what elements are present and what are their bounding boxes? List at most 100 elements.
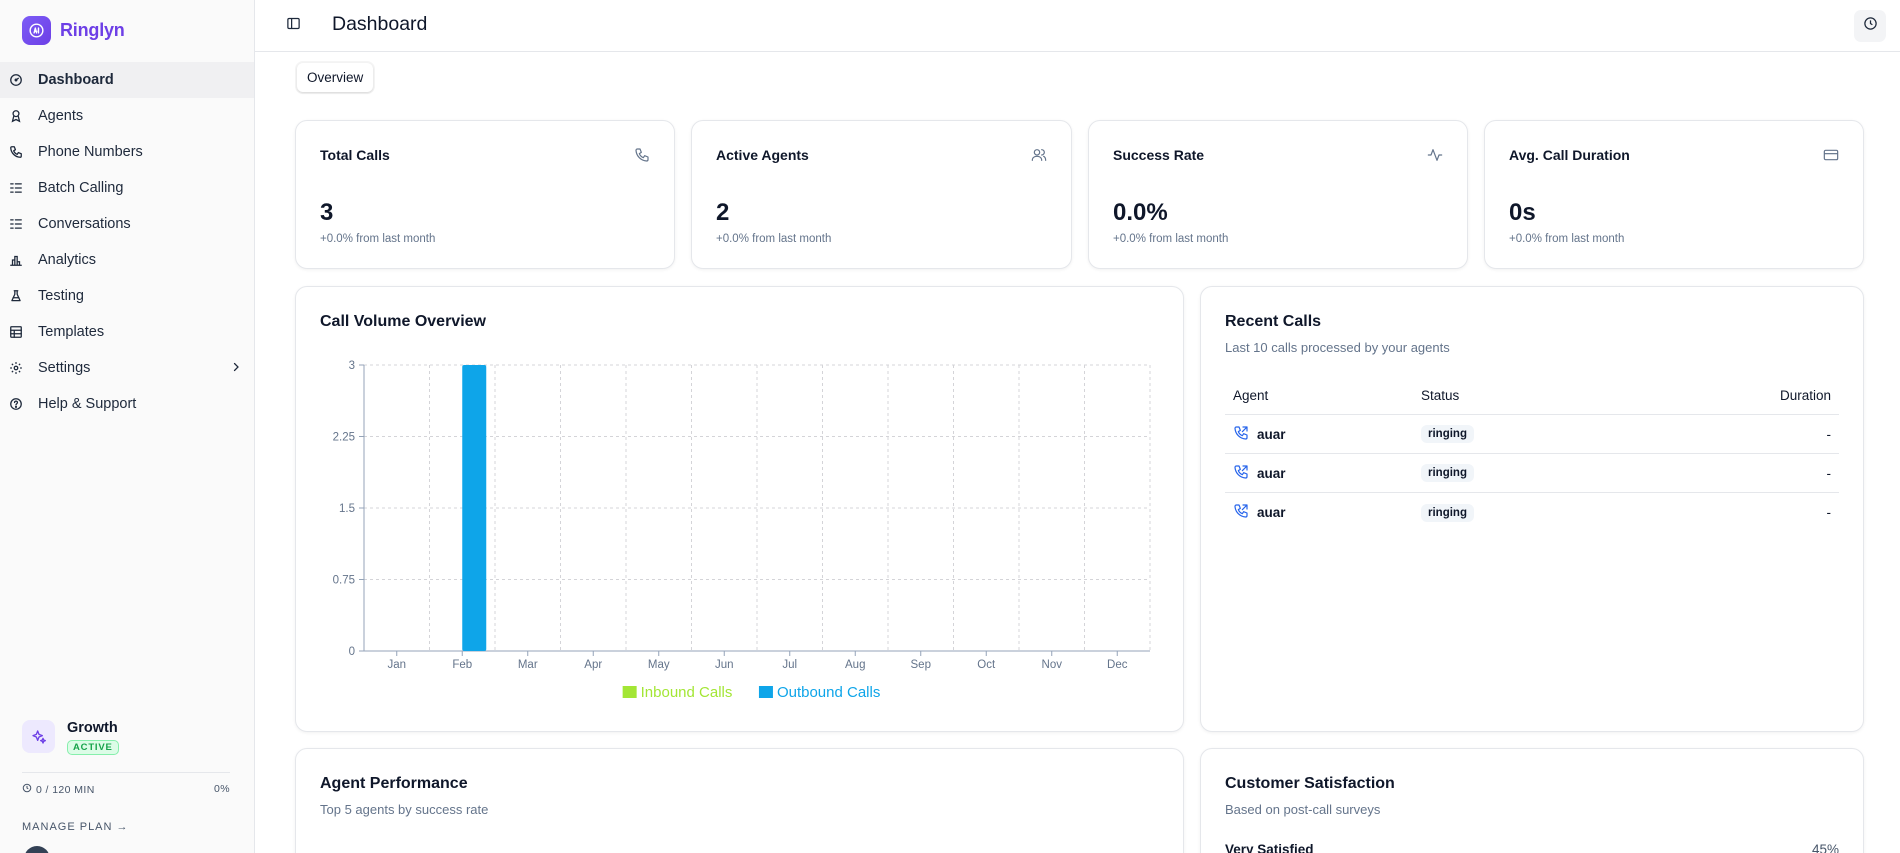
- sidebar-item-label: Testing: [38, 288, 84, 304]
- sidebar-item-conversations[interactable]: Conversations: [0, 206, 254, 242]
- call-duration: -: [1826, 426, 1832, 442]
- plan-name: Growth: [67, 720, 118, 736]
- list-icon: [8, 216, 24, 232]
- satisfaction-row: Very Satisfied 45%: [1225, 842, 1839, 853]
- sidebar: Ringlyn Dashboard Agents Phone Numbers B…: [0, 0, 255, 853]
- divider: [22, 772, 230, 773]
- agent-icon: [8, 108, 24, 124]
- legend-label: Inbound Calls: [641, 684, 733, 701]
- y-tick-label: 3: [349, 360, 355, 372]
- x-tick-label: Nov: [1042, 659, 1063, 671]
- clock-icon: [1863, 16, 1878, 36]
- call-volume-card: Call Volume Overview 0 0.75 1.5 2.25 3 Jan Feb…: [295, 286, 1184, 732]
- sidebar-item-label: Phone Numbers: [38, 144, 143, 160]
- sidebar-item-label: Batch Calling: [38, 180, 124, 196]
- x-tick-label: Dec: [1107, 659, 1128, 671]
- flask-icon: [8, 288, 24, 304]
- satisfaction-value: 45%: [1811, 842, 1839, 853]
- sidebar-item-label: Conversations: [38, 216, 131, 232]
- sidebar-item-label: Dashboard: [38, 72, 114, 88]
- stat-change: +0.0% from last month: [716, 233, 832, 245]
- usage-meter: 0 / 120 MIN 0%: [22, 783, 230, 796]
- x-tick-label: Aug: [845, 659, 865, 671]
- sidebar-item-batch-calling[interactable]: Batch Calling: [0, 170, 254, 206]
- phone-outgoing-icon: [1233, 464, 1249, 483]
- card-title: Agent Performance: [320, 775, 468, 792]
- sidebar-item-agents[interactable]: Agents: [0, 98, 254, 134]
- bar-chart-icon: [8, 252, 24, 268]
- x-tick-label: Jul: [782, 659, 797, 671]
- sidebar-toggle-button[interactable]: [283, 16, 303, 36]
- activity-icon: [1427, 147, 1443, 163]
- card-subtitle: Last 10 calls processed by your agents: [1225, 340, 1450, 355]
- tab-list: Overview: [295, 61, 376, 94]
- y-tick-label: 1.5: [339, 503, 355, 515]
- history-button[interactable]: [1854, 10, 1886, 42]
- sidebar-item-help-support[interactable]: Help & Support: [0, 386, 254, 422]
- stat-change: +0.0% from last month: [320, 233, 436, 245]
- recent-calls-card: Recent Calls Last 10 calls processed by …: [1200, 286, 1864, 732]
- clock-icon: [22, 783, 32, 796]
- stat-card-success-rate: Success Rate 0.0% +0.0% from last month: [1088, 120, 1468, 269]
- list-icon: [8, 180, 24, 196]
- sidebar-item-templates[interactable]: Templates: [0, 314, 254, 350]
- brand[interactable]: Ringlyn: [22, 16, 125, 45]
- sidebar-item-label: Agents: [38, 108, 84, 124]
- avatar[interactable]: [24, 846, 50, 853]
- sidebar-item-phone-numbers[interactable]: Phone Numbers: [0, 134, 254, 170]
- status-badge: ringing: [1421, 425, 1474, 443]
- stat-change: +0.0% from last month: [1113, 233, 1229, 245]
- top-bar: Dashboard: [255, 0, 1900, 52]
- sidebar-item-label: Help & Support: [38, 396, 137, 412]
- x-tick-label: Apr: [584, 659, 602, 671]
- credit-card-icon: [1823, 147, 1839, 163]
- stat-card-total-calls: Total Calls 3 +0.0% from last month: [295, 120, 675, 269]
- stat-card-active-agents: Active Agents 2 +0.0% from last month: [691, 120, 1072, 269]
- legend-label: Outbound Calls: [777, 684, 880, 701]
- sidebar-item-analytics[interactable]: Analytics: [0, 242, 254, 278]
- x-tick-label: May: [648, 659, 670, 671]
- sidebar-item-label: Templates: [38, 324, 105, 340]
- card-title: Customer Satisfaction: [1225, 775, 1395, 792]
- x-tick-label: Sep: [911, 659, 931, 671]
- sidebar-item-settings[interactable]: Settings: [0, 350, 254, 386]
- sparkles-icon: [22, 720, 55, 753]
- table-row[interactable]: auar ringing -: [1225, 415, 1839, 454]
- tab-overview[interactable]: Overview: [297, 63, 374, 92]
- column-header-status: Status: [1421, 388, 1460, 403]
- legend-swatch: [622, 686, 637, 698]
- agent-name: auar: [1257, 505, 1286, 520]
- column-header-duration: Duration: [1779, 388, 1831, 403]
- card-title: Recent Calls: [1225, 313, 1322, 330]
- stat-value: 2: [716, 199, 730, 226]
- sidebar-item-label: Analytics: [38, 252, 97, 268]
- card-title: Call Volume Overview: [320, 313, 486, 330]
- phone-icon: [8, 144, 24, 160]
- template-icon: [8, 324, 24, 340]
- panel-left-icon: [286, 16, 301, 36]
- manage-plan-link[interactable]: MANAGE PLAN →: [22, 821, 129, 833]
- table-row[interactable]: auar ringing -: [1225, 493, 1839, 532]
- agent-name: auar: [1257, 465, 1286, 481]
- sidebar-nav: Dashboard Agents Phone Numbers Batch Cal…: [0, 62, 254, 422]
- phone-outgoing-icon: [1233, 503, 1249, 522]
- call-volume-chart: 0 0.75 1.5 2.25 3 Jan Feb Mar Apr May Jun Jul Aug Sep…: [333, 360, 1151, 701]
- sidebar-item-testing[interactable]: Testing: [0, 278, 254, 314]
- card-subtitle: Top 5 agents by success rate: [320, 802, 489, 817]
- stat-title: Total Calls: [320, 147, 390, 163]
- stat-card-avg-call-duration: Avg. Call Duration 0s +0.0% from last mo…: [1484, 120, 1864, 269]
- usage-percent: 0%: [214, 783, 230, 795]
- stat-title: Active Agents: [716, 147, 809, 163]
- ai-bot-icon: [22, 16, 51, 45]
- stat-value: 0s: [1509, 199, 1536, 226]
- sidebar-item-label: Settings: [38, 360, 91, 376]
- x-tick-label: Oct: [977, 659, 996, 671]
- phone-outgoing-icon: [1233, 425, 1249, 444]
- page-title: Dashboard: [332, 13, 428, 35]
- brand-name: Ringlyn: [60, 20, 125, 40]
- y-tick-label: 0: [349, 646, 355, 658]
- call-duration: -: [1826, 465, 1832, 481]
- table-row[interactable]: auar ringing -: [1225, 454, 1839, 493]
- agent-performance-card: Agent Performance Top 5 agents by succes…: [295, 748, 1184, 853]
- sidebar-item-dashboard[interactable]: Dashboard: [0, 62, 254, 98]
